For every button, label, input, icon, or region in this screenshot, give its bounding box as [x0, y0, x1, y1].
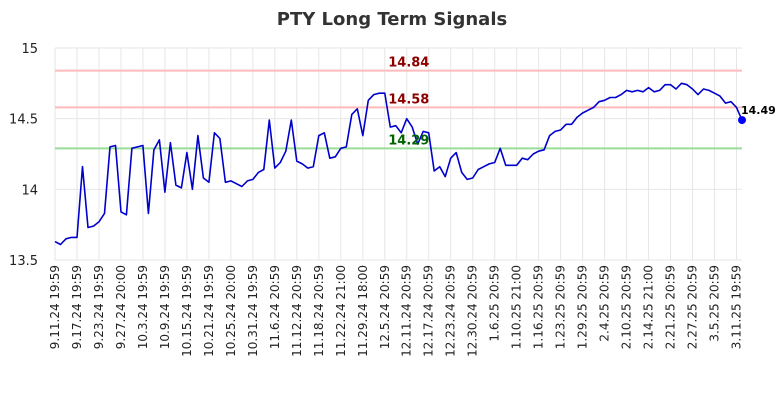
- grid: [54, 47, 742, 261]
- support-label: 14.29: [388, 133, 429, 148]
- x-tick-label: 2.10.25 20:59: [620, 265, 634, 349]
- x-tick-label: 10.25.24 20:00: [224, 265, 238, 357]
- x-tick-label: 9.11.24 19:59: [48, 265, 62, 349]
- x-tick-label: 10.3.24 19:59: [136, 265, 150, 349]
- x-axis-ticks: 9.11.24 19:59 9.17.24 19:59 9.23.24 19:59 9…: [48, 265, 744, 357]
- x-tick-label: 12.11.24 20:59: [400, 265, 414, 357]
- x-tick-label: 1.6.25 20:59: [488, 265, 502, 342]
- y-tick-label: 15: [21, 42, 38, 57]
- x-tick-label: 10.9.24 19:59: [158, 265, 172, 349]
- x-tick-label: 3.11.25 19:59: [730, 265, 744, 349]
- x-tick-label: 11.22.24 21:00: [334, 265, 348, 357]
- x-tick-label: 2.4.25 20:59: [598, 265, 612, 342]
- x-tick-label: 9.27.24 20:00: [114, 265, 128, 349]
- x-tick-label: 1.23.25 20:59: [554, 265, 568, 349]
- x-tick-label: 10.31.24 19:59: [246, 265, 260, 357]
- x-tick-label: 2.21.25 20:59: [664, 265, 678, 349]
- x-tick-label: 1.10.25 21:00: [510, 265, 524, 349]
- y-tick-label: 14: [21, 183, 38, 198]
- value-labels: 14.84 14.58 14.29 14.49: [388, 56, 776, 149]
- x-tick-label: 2.27.25 20:59: [686, 265, 700, 349]
- y-tick-label: 14.5: [9, 113, 38, 128]
- x-tick-label: 12.23.24 20:59: [444, 265, 458, 357]
- x-tick-label: 1.29.25 20:59: [576, 265, 590, 349]
- x-tick-label: 11.18.24 20:59: [312, 265, 326, 357]
- resistance-label: 14.84: [388, 56, 429, 71]
- x-tick-label: 12.5.24 20:59: [378, 265, 392, 349]
- x-tick-label: 12.30.24 20:59: [466, 265, 480, 357]
- chart-title: PTY Long Term Signals: [277, 9, 507, 30]
- x-tick-label: 2.14.25 21:00: [642, 265, 656, 349]
- x-tick-label: 3.5.25 20:59: [708, 265, 722, 342]
- y-tick-label: 13.5: [9, 254, 38, 269]
- x-tick-label: 11.12.24 20:59: [290, 265, 304, 357]
- x-tick-label: 11.29.24 18:00: [356, 265, 370, 357]
- x-tick-label: 10.15.24 19:59: [180, 265, 194, 357]
- series-line: [54, 82, 743, 246]
- last-point-marker: [738, 116, 746, 125]
- x-tick-label: 1.16.25 20:59: [532, 265, 546, 349]
- resistance-label: 14.58: [388, 92, 429, 107]
- y-axis-ticks: 13.5 14 14.5 15: [9, 42, 38, 269]
- price-series: [54, 82, 746, 246]
- x-tick-label: 10.21.24 19:59: [202, 265, 216, 357]
- x-tick-label: 11.6.24 20:59: [268, 265, 282, 349]
- last-value-label: 14.49: [741, 104, 776, 117]
- x-tick-label: 9.23.24 19:59: [92, 265, 106, 349]
- x-tick-label: 9.17.24 19:59: [70, 265, 84, 349]
- x-tick-label: 12.17.24 20:59: [422, 265, 436, 357]
